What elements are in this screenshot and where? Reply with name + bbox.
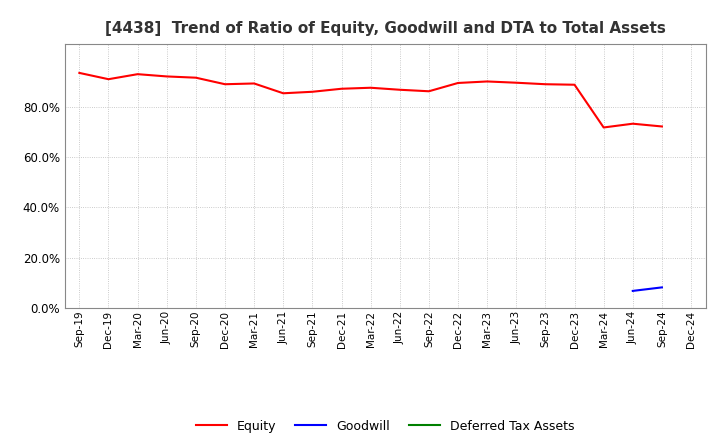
Equity [75,70,84,76]
Equity [599,125,608,130]
Equity [163,74,171,79]
Goodwill [629,288,637,293]
Equity [337,86,346,92]
Equity [570,82,579,88]
Goodwill [657,285,666,290]
Equity [657,124,666,129]
Equity [454,81,462,86]
Equity [250,81,258,86]
Equity [104,77,113,82]
Line: Goodwill: Goodwill [633,287,662,291]
Title: [4438]  Trend of Ratio of Equity, Goodwill and DTA to Total Assets: [4438] Trend of Ratio of Equity, Goodwil… [105,21,665,36]
Equity [366,85,375,90]
Equity [483,79,492,84]
Equity [395,87,404,92]
Equity [192,75,200,81]
Line: Equity: Equity [79,73,662,128]
Equity [308,89,317,95]
Equity [541,81,550,87]
Equity [220,81,229,87]
Equity [425,88,433,94]
Equity [512,80,521,85]
Equity [279,91,287,96]
Legend: Equity, Goodwill, Deferred Tax Assets: Equity, Goodwill, Deferred Tax Assets [191,414,580,437]
Equity [629,121,637,126]
Equity [133,72,142,77]
